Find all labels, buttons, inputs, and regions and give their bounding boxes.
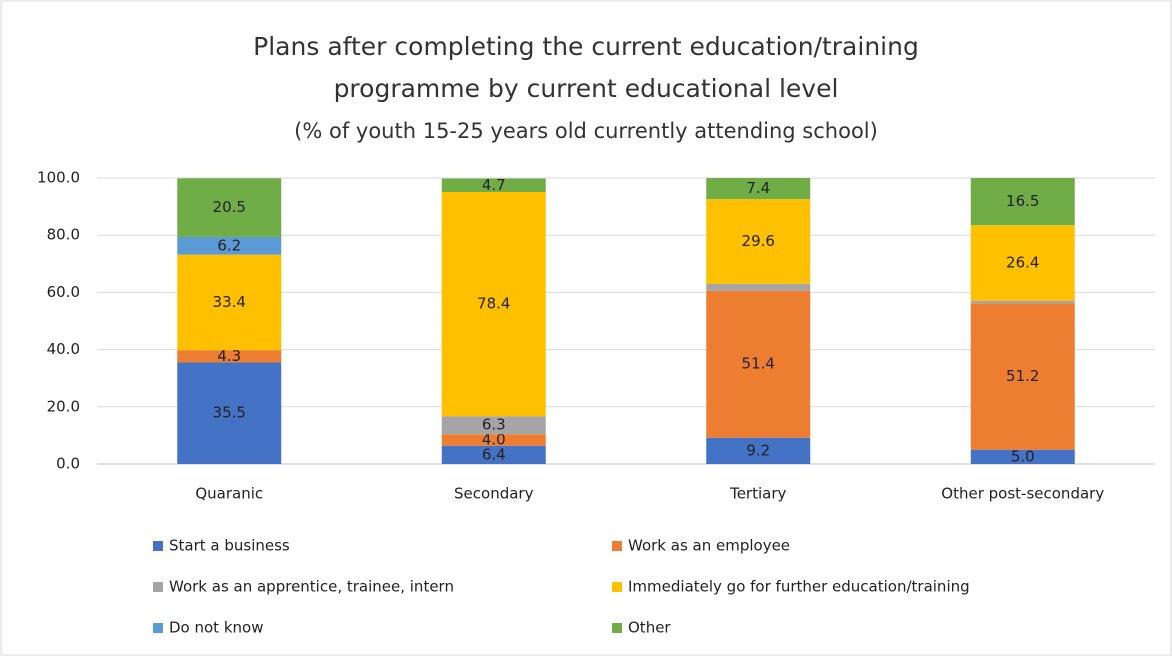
data-label: 51.4 — [742, 355, 775, 373]
bar-segment — [441, 416, 546, 435]
x-tick-label: Tertiary — [729, 485, 786, 503]
data-label: 5.0 — [1011, 447, 1035, 465]
bar-segment — [177, 350, 282, 363]
bar-segment — [970, 449, 1075, 464]
bar-segment — [441, 434, 546, 446]
bar-segment — [177, 236, 282, 255]
chart-title: Plans after completing the current educa… — [253, 32, 919, 61]
y-tick-label: 40.0 — [47, 340, 80, 358]
legend-swatch — [612, 623, 622, 633]
bar-segment — [177, 362, 282, 464]
bar-segment — [970, 303, 1075, 450]
bar-segment — [441, 192, 546, 417]
legend-swatch — [153, 582, 163, 592]
bar-segment — [441, 178, 546, 193]
data-label: 4.3 — [217, 347, 241, 365]
bar-segment — [177, 178, 282, 237]
bar-segment — [441, 445, 546, 464]
data-label: 4.7 — [482, 176, 506, 194]
data-label: 26.4 — [1006, 253, 1039, 271]
bar-segment — [970, 225, 1075, 301]
legend-label: Work as an apprentice, trainee, intern — [169, 578, 454, 596]
bar-segment — [706, 283, 811, 291]
bar-segment — [970, 300, 1075, 304]
bar-segment — [706, 199, 811, 284]
data-label: 33.4 — [213, 293, 246, 311]
legend-swatch — [612, 582, 622, 592]
data-label: 6.3 — [482, 416, 506, 434]
y-tick-label: 0.0 — [56, 455, 80, 473]
legend-label: Work as an employee — [628, 537, 790, 555]
x-tick-label: Other post-secondary — [941, 485, 1104, 503]
data-label: 4.0 — [482, 430, 506, 448]
x-tick-label: Quaranic — [195, 485, 263, 503]
data-label: 6.4 — [482, 445, 506, 463]
legend-label: Do not know — [169, 619, 263, 637]
y-tick-label: 100.0 — [37, 169, 80, 187]
bar-segment — [177, 254, 282, 351]
chart-subtitle: (% of youth 15-25 years old currently at… — [294, 119, 878, 143]
legend-swatch — [153, 541, 163, 551]
bar-segment — [706, 178, 811, 200]
data-label: 29.6 — [742, 232, 775, 250]
bar-segment — [970, 178, 1075, 226]
y-tick-label: 80.0 — [47, 226, 80, 244]
legend-label: Immediately go for further education/tra… — [628, 578, 970, 596]
data-label: 7.4 — [746, 179, 770, 197]
chart-title: programme by current educational level — [334, 74, 839, 103]
legend-label: Start a business — [169, 537, 290, 555]
data-label: 16.5 — [1006, 192, 1039, 210]
y-tick-label: 60.0 — [47, 283, 80, 301]
bar-segment — [706, 290, 811, 438]
x-tick-label: Secondary — [454, 485, 534, 503]
legend-swatch — [153, 623, 163, 633]
legend-label: Other — [628, 619, 671, 637]
legend-swatch — [612, 541, 622, 551]
data-label: 35.5 — [213, 404, 246, 422]
y-tick-label: 20.0 — [47, 397, 80, 415]
data-label: 51.2 — [1006, 367, 1039, 385]
bar-segment — [706, 437, 811, 464]
data-label: 9.2 — [746, 441, 770, 459]
data-label: 20.5 — [213, 198, 246, 216]
data-label: 78.4 — [477, 295, 510, 313]
data-label: 6.2 — [217, 236, 241, 254]
